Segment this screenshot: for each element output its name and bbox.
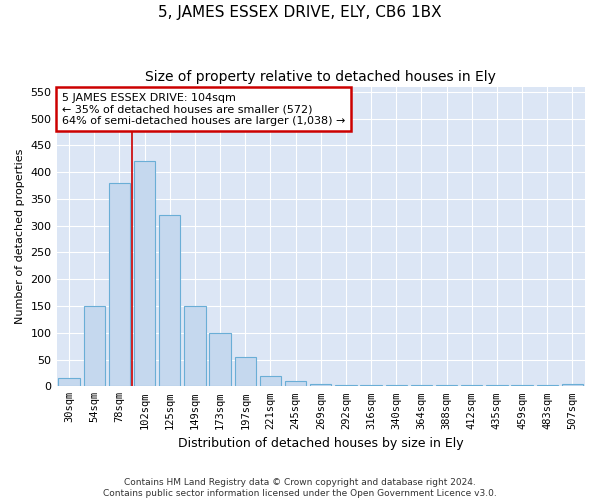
Title: Size of property relative to detached houses in Ely: Size of property relative to detached ho… — [145, 70, 496, 84]
Bar — [386, 384, 407, 386]
Bar — [58, 378, 80, 386]
Text: Contains HM Land Registry data © Crown copyright and database right 2024.
Contai: Contains HM Land Registry data © Crown c… — [103, 478, 497, 498]
Bar — [335, 384, 356, 386]
Bar — [562, 384, 583, 386]
Bar — [436, 384, 457, 386]
Bar — [361, 384, 382, 386]
Bar — [235, 357, 256, 386]
Bar — [536, 384, 558, 386]
Bar — [134, 162, 155, 386]
Bar — [285, 381, 307, 386]
Y-axis label: Number of detached properties: Number of detached properties — [15, 148, 25, 324]
Bar — [411, 384, 432, 386]
Bar — [511, 384, 533, 386]
Bar — [109, 183, 130, 386]
Text: 5, JAMES ESSEX DRIVE, ELY, CB6 1BX: 5, JAMES ESSEX DRIVE, ELY, CB6 1BX — [158, 5, 442, 20]
X-axis label: Distribution of detached houses by size in Ely: Distribution of detached houses by size … — [178, 437, 464, 450]
Text: 5 JAMES ESSEX DRIVE: 104sqm
← 35% of detached houses are smaller (572)
64% of se: 5 JAMES ESSEX DRIVE: 104sqm ← 35% of det… — [62, 92, 345, 126]
Bar — [461, 384, 482, 386]
Bar — [209, 333, 231, 386]
Bar — [184, 306, 206, 386]
Bar — [310, 384, 331, 386]
Bar — [486, 384, 508, 386]
Bar — [83, 306, 105, 386]
Bar — [159, 215, 181, 386]
Bar — [260, 376, 281, 386]
